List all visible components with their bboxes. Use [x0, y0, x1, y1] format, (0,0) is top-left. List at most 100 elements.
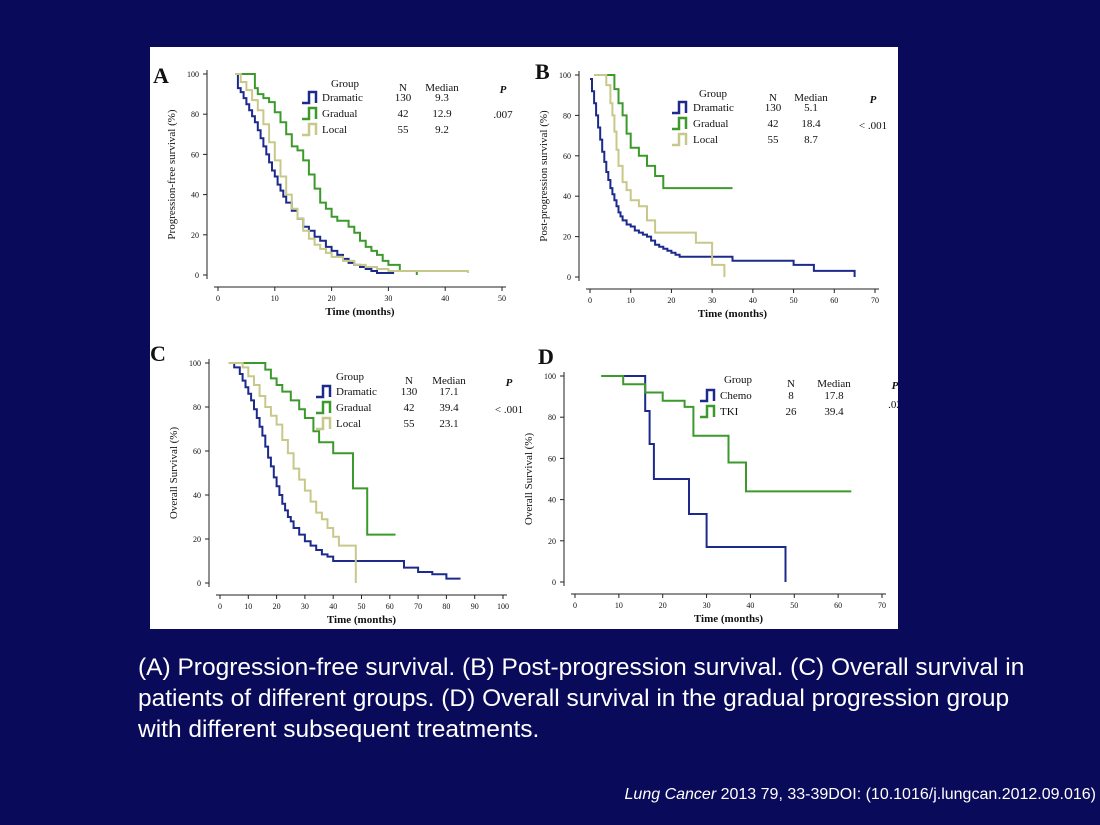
legend-n: 130	[765, 102, 782, 114]
x-tick-label: 20	[273, 602, 281, 611]
legend-name: Local	[322, 124, 347, 136]
legend-header-p: P	[892, 380, 898, 392]
x-tick-label: 80	[442, 602, 450, 611]
y-tick-label: 40	[193, 491, 201, 500]
legend-n: 130	[401, 386, 418, 398]
legend-p-value: < .001	[495, 404, 523, 416]
y-tick-label: 20	[191, 231, 199, 240]
legend-p-value: .007	[493, 109, 513, 121]
x-tick-label: 40	[441, 294, 449, 303]
series-line-dramatic	[590, 78, 856, 277]
x-axis-label: Time (months)	[694, 613, 763, 625]
series-line-dramatic	[228, 362, 461, 580]
legend-name: Local	[693, 134, 718, 146]
x-tick-label: 30	[301, 602, 309, 611]
legend-header-p: P	[500, 84, 507, 96]
series-line-chemo	[601, 375, 787, 582]
x-axis-label: Time (months)	[325, 306, 394, 318]
x-tick-label: 50	[498, 294, 506, 303]
legend-name: Dramatic	[693, 102, 734, 114]
series-line-gradual	[228, 362, 396, 536]
legend-name: TKI	[720, 406, 739, 418]
legend-header-p: P	[506, 377, 513, 389]
legend-name: Gradual	[322, 108, 357, 120]
legend-swatch-gradual	[302, 106, 318, 121]
legend-n: 130	[395, 92, 412, 104]
legend-swatch-dramatic	[302, 90, 318, 105]
x-tick-label: 50	[790, 296, 798, 305]
y-tick-label: 60	[548, 454, 556, 463]
x-tick-label: 70	[871, 296, 879, 305]
panel-letter: D	[538, 344, 554, 369]
legend-swatch-local	[316, 416, 332, 431]
y-axis-label: Overall Survival (%)	[523, 433, 535, 526]
y-tick-label: 80	[563, 111, 571, 120]
legend-name: Local	[336, 418, 361, 430]
legend-name: Gradual	[693, 118, 728, 130]
x-tick-label: 10	[627, 296, 635, 305]
x-tick-label: 50	[358, 602, 366, 611]
x-tick-label: 0	[218, 602, 222, 611]
x-tick-label: 60	[386, 602, 394, 611]
legend-median: 5.1	[804, 102, 818, 114]
x-axis-label: Time (months)	[327, 614, 396, 626]
legend-median: 12.9	[432, 108, 452, 120]
legend-header-median: Median	[794, 92, 828, 104]
legend-p-value: < .001	[859, 120, 887, 132]
x-tick-label: 0	[216, 294, 220, 303]
legend-n: 26	[786, 406, 798, 418]
legend-header-median: Median	[817, 378, 851, 390]
legend-swatch-gradual	[316, 400, 332, 415]
legend-swatch-gradual	[672, 116, 688, 131]
y-tick-label: 0	[195, 271, 199, 280]
x-tick-label: 100	[497, 602, 509, 611]
x-tick-label: 50	[790, 601, 798, 610]
legend-median: 9.2	[435, 124, 449, 136]
y-tick-label: 60	[563, 152, 571, 161]
legend-n: 42	[404, 402, 415, 414]
y-tick-label: 0	[552, 578, 556, 587]
series-line-local	[594, 74, 726, 277]
y-tick-label: 100	[189, 359, 201, 368]
legend-n: 55	[768, 134, 780, 146]
y-tick-label: 100	[559, 71, 571, 80]
x-tick-label: 70	[878, 601, 886, 610]
y-tick-label: 60	[193, 447, 201, 456]
y-tick-label: 100	[187, 70, 199, 79]
y-tick-label: 60	[191, 150, 199, 159]
x-tick-label: 30	[703, 601, 711, 610]
y-tick-label: 20	[563, 233, 571, 242]
y-tick-label: 100	[544, 372, 556, 381]
x-tick-label: 40	[329, 602, 337, 611]
legend-header-group: Group	[331, 78, 360, 90]
x-tick-label: 20	[328, 294, 336, 303]
y-axis-label: Progression-free survival (%)	[166, 109, 178, 239]
legend-header-n: N	[769, 92, 777, 104]
y-tick-label: 20	[193, 535, 201, 544]
x-tick-label: 30	[384, 294, 392, 303]
y-tick-label: 80	[548, 413, 556, 422]
series-line-gradual	[594, 74, 733, 190]
panel-letter: C	[150, 341, 166, 366]
citation: Lung Cancer 2013 79, 33-39DOI: (10.1016/…	[625, 786, 1096, 804]
legend-n: 42	[768, 118, 779, 130]
legend-header-group: Group	[336, 371, 365, 383]
survival-charts: A 0 20 40 60 80 100 0 10 20 30 40 50 Time (months) Pro…	[150, 59, 898, 626]
y-tick-label: 20	[548, 537, 556, 546]
x-tick-label: 40	[746, 601, 754, 610]
legend-name: Dramatic	[336, 386, 377, 398]
chart-panel-a: A 0 20 40 60 80 100 0 10 20 30 40 50 Time (months) Pro…	[153, 63, 513, 318]
series-line-local	[235, 73, 469, 273]
y-tick-label: 80	[191, 110, 199, 119]
legend-swatch-tki	[700, 404, 716, 419]
x-tick-label: 70	[414, 602, 422, 611]
legend-header-group: Group	[724, 374, 753, 386]
figure-panel: A 0 20 40 60 80 100 0 10 20 30 40 50 Time (months) Pro…	[150, 47, 898, 629]
y-tick-label: 40	[548, 496, 556, 505]
legend-median: 9.3	[435, 92, 449, 104]
chart-panel-c: C 0 20 40 60 80 100 0 10 20 30 40 50 60 70 80 90 100 Time …	[150, 341, 523, 626]
citation-details: 2013 79, 33-39DOI: (10.1016/j.lungcan.20…	[716, 786, 1096, 803]
legend-median: 18.4	[801, 118, 821, 130]
panel-letter: A	[153, 63, 169, 88]
x-tick-label: 60	[830, 296, 838, 305]
